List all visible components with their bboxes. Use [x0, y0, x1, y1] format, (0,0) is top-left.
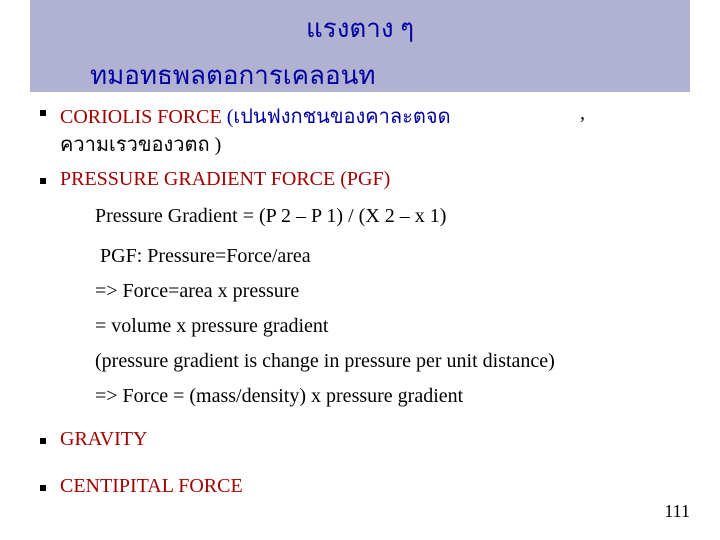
comma-mark: ,	[580, 102, 585, 125]
equation-4: = volume x pressure gradient	[95, 315, 328, 338]
coriolis-label: CORIOLIS FORCE	[60, 106, 222, 128]
equation-2: PGF: Pressure=Force/area	[100, 245, 311, 268]
bullet-centipital: CENTIPITAL FORCE	[40, 475, 243, 498]
equation-1: Pressure Gradient = (P 2 – P 1) / (X 2 –…	[95, 205, 446, 228]
gravity-label: GRAVITY	[60, 428, 147, 451]
bullet-dot	[40, 110, 46, 116]
equation-3: => Force=area x pressure	[95, 280, 299, 303]
bullet-gravity: GRAVITY	[40, 428, 147, 451]
coriolis-desc1: (เปนฟงกชนของคาละตจด	[227, 106, 451, 128]
title-line-2: ทมอทธพลตอการเคลอนท	[30, 55, 690, 96]
bullet-dot	[40, 178, 46, 184]
title-line-1: แรงตาง ๆ	[30, 8, 690, 49]
bullet-pgf: PRESSURE GRADIENT FORCE (PGF)	[40, 168, 390, 191]
page-number: 111	[664, 501, 690, 522]
bullet-dot	[40, 438, 46, 444]
equation-6: => Force = (mass/density) x pressure gra…	[95, 385, 463, 408]
bullet-dot	[40, 485, 46, 491]
equation-5: (pressure gradient is change in pressure…	[95, 350, 555, 373]
pgf-label: PRESSURE GRADIENT FORCE (PGF)	[60, 168, 390, 191]
title-box: แรงตาง ๆ ทมอทธพลตอการเคลอนท	[30, 0, 690, 92]
coriolis-desc2: ความเรวของวตถ )	[60, 128, 221, 160]
centipital-label: CENTIPITAL FORCE	[60, 475, 243, 498]
